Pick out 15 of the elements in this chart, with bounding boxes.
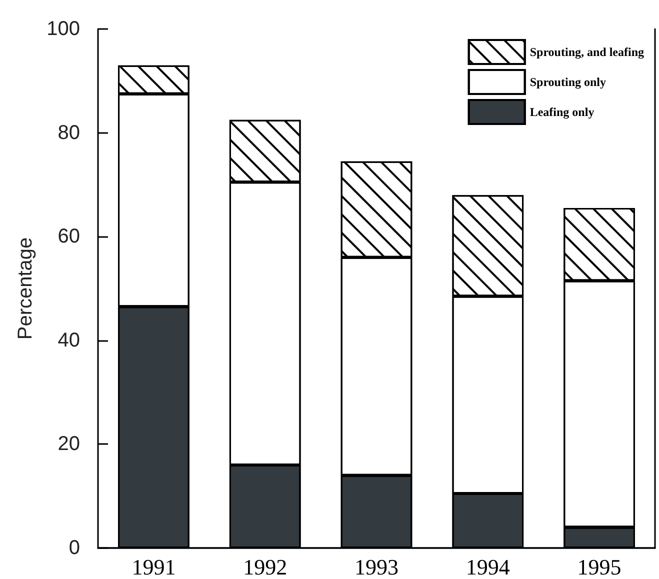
y-tick-label: 40	[58, 329, 80, 352]
y-axis-title: Percentage	[14, 237, 37, 340]
legend-label: Sprouting only	[530, 75, 606, 89]
y-tick-label: 20	[58, 433, 80, 456]
x-tick-label: 1995	[577, 554, 622, 579]
y-tick-label: 0	[68, 537, 80, 559]
x-tick-label: 1991	[132, 554, 176, 579]
y-tick-label: 100	[46, 18, 80, 40]
legend-label: Sprouting, and leafing	[530, 45, 644, 59]
x-tick-label: 1993	[354, 554, 398, 579]
legend-label: Leafing only	[530, 105, 594, 119]
y-tick-label: 80	[58, 122, 80, 144]
y-tick-label: 60	[58, 226, 80, 248]
x-tick-label: 1994	[466, 554, 510, 579]
x-tick-label: 1992	[243, 554, 288, 579]
